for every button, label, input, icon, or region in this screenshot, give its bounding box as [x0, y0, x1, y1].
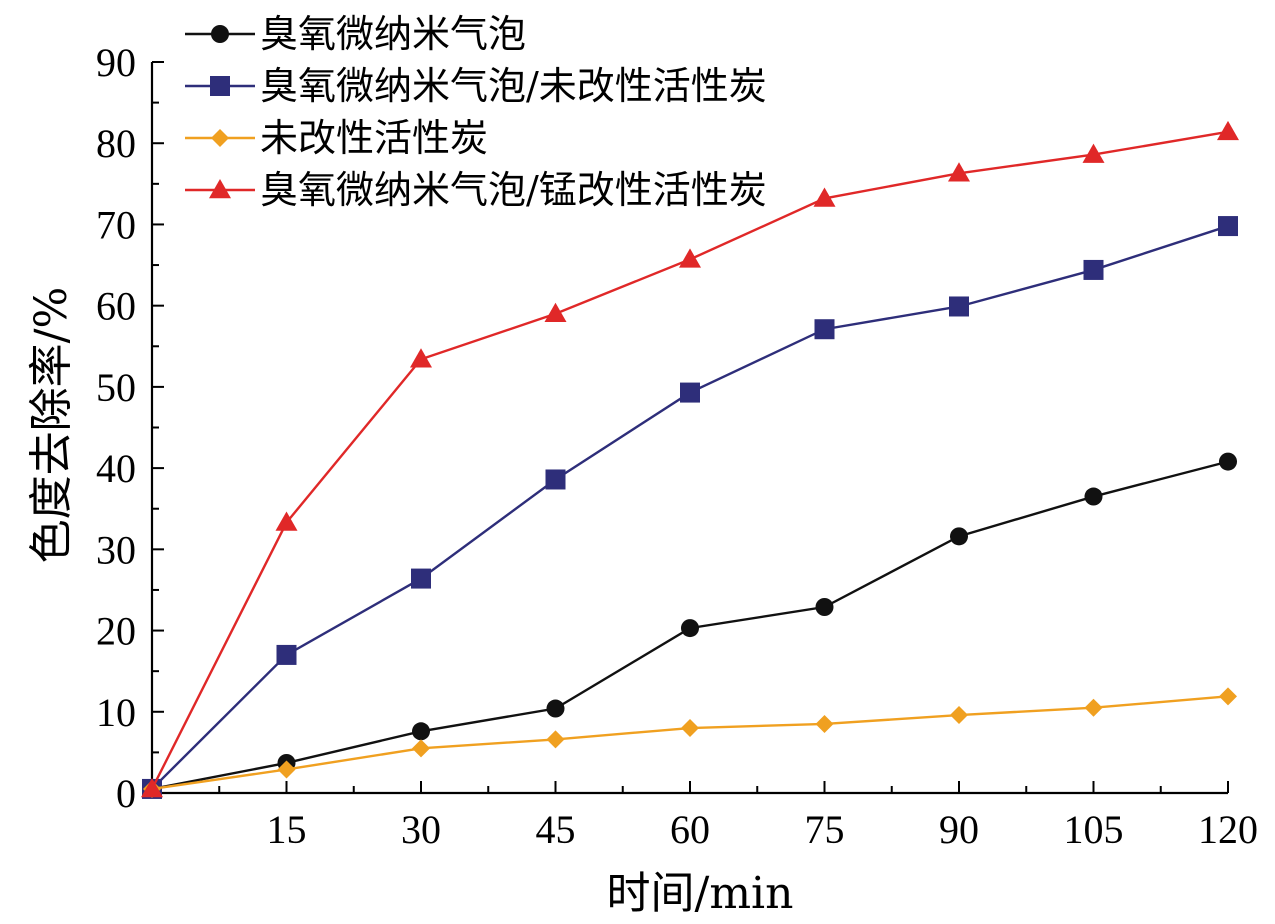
legend-marker	[211, 25, 229, 43]
data-point	[275, 511, 298, 531]
data-point	[1217, 120, 1239, 141]
data-point	[412, 722, 430, 741]
y-tick-label: 10	[96, 690, 136, 735]
data-point	[1219, 687, 1237, 706]
data-point	[813, 187, 836, 207]
data-point	[680, 382, 700, 403]
legend: 臭氧微纳米气泡臭氧微纳米气泡/未改性活性炭未改性活性炭臭氧微纳米气泡/锰改性活性…	[185, 12, 767, 212]
series-line	[150, 130, 1229, 790]
y-tick-label: 90	[96, 40, 136, 85]
data-point	[948, 162, 970, 182]
y-tick-label: 0	[116, 771, 136, 816]
data-point	[544, 302, 567, 323]
y-axis-ticks: 0 10 20 30 40 50 60 70 80 90	[96, 40, 164, 816]
y-tick-label: 80	[96, 121, 136, 166]
legend-marker	[210, 76, 230, 96]
data-point	[815, 714, 834, 733]
data-point	[1082, 143, 1105, 163]
x-tick-label: 15	[267, 807, 307, 852]
legend-label: 臭氧微纳米气泡	[260, 12, 526, 56]
legend-label: 未改性活性炭	[260, 116, 488, 160]
data-point	[1084, 487, 1103, 506]
legend-marker	[209, 179, 231, 199]
data-point	[681, 619, 699, 638]
legend-marker	[211, 129, 229, 147]
data-point	[1218, 216, 1238, 237]
legend-entry: 未改性活性炭	[185, 116, 488, 160]
y-tick-label: 20	[96, 609, 136, 654]
x-tick-label: 30	[401, 807, 441, 852]
data-point	[681, 719, 699, 738]
y-axis-title: 色度去除率/%	[26, 287, 77, 564]
x-tick-label: 120	[1198, 807, 1258, 852]
series-1	[142, 216, 1238, 799]
x-tick-label: 45	[536, 807, 576, 852]
data-point	[949, 296, 969, 317]
y-tick-label: 70	[96, 202, 136, 247]
data-point	[815, 598, 834, 617]
data-point	[1083, 259, 1104, 280]
data-point	[950, 527, 968, 546]
series-line	[151, 224, 1229, 790]
series-2	[143, 687, 1237, 798]
x-axis-title: 时间/min	[607, 868, 794, 919]
x-tick-label: 105	[1064, 807, 1124, 852]
data-point	[546, 730, 565, 749]
data-point	[679, 248, 701, 268]
legend-label: 臭氧微纳米气泡/锰改性活性炭	[260, 168, 767, 212]
data-point	[546, 699, 565, 718]
x-axis-ticks: 15 30 45 60 75 90 105 120	[218, 781, 1258, 852]
series-3	[141, 120, 1239, 798]
data-point	[412, 739, 430, 758]
data-point	[141, 777, 163, 798]
legend-entry: 臭氧微纳米气泡/未改性活性炭	[185, 64, 767, 108]
y-tick-label: 50	[96, 365, 136, 410]
data-point	[411, 568, 431, 589]
series-layer	[141, 120, 1239, 799]
data-point	[545, 469, 566, 490]
y-tick-label: 30	[96, 527, 136, 572]
data-point	[277, 760, 296, 779]
x-tick-label: 75	[805, 807, 845, 852]
data-point	[276, 644, 297, 665]
legend-entry: 臭氧微纳米气泡/锰改性活性炭	[185, 168, 767, 212]
data-point	[410, 348, 432, 368]
x-tick-label: 90	[939, 807, 979, 852]
y-tick-label: 40	[96, 446, 136, 491]
legend-entry: 臭氧微纳米气泡	[185, 12, 526, 56]
x-tick-label: 60	[670, 807, 710, 852]
data-point	[950, 706, 968, 725]
series-line	[151, 695, 1229, 791]
data-point	[1084, 698, 1103, 717]
y-tick-label: 60	[96, 284, 136, 329]
series-0	[143, 452, 1237, 798]
data-point	[1219, 452, 1237, 471]
data-point	[814, 319, 835, 340]
legend-label: 臭氧微纳米气泡/未改性活性炭	[260, 64, 767, 108]
